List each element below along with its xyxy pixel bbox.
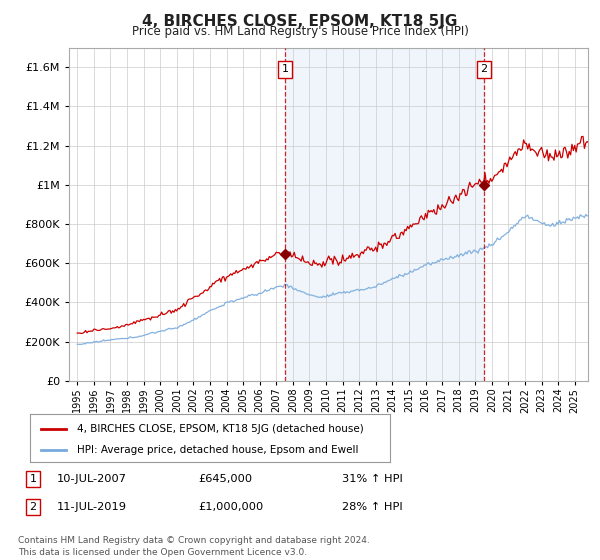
Text: 28% ↑ HPI: 28% ↑ HPI — [342, 502, 403, 512]
Text: 1: 1 — [281, 64, 289, 74]
Text: £645,000: £645,000 — [198, 474, 252, 484]
Text: 1: 1 — [29, 474, 37, 484]
Text: 2: 2 — [29, 502, 37, 512]
Text: Contains HM Land Registry data © Crown copyright and database right 2024.
This d: Contains HM Land Registry data © Crown c… — [18, 536, 370, 557]
Text: 10-JUL-2007: 10-JUL-2007 — [57, 474, 127, 484]
Text: 31% ↑ HPI: 31% ↑ HPI — [342, 474, 403, 484]
Bar — [285, 48, 484, 381]
Text: £1,000,000: £1,000,000 — [198, 502, 263, 512]
Text: Price paid vs. HM Land Registry's House Price Index (HPI): Price paid vs. HM Land Registry's House … — [131, 25, 469, 38]
Text: 4, BIRCHES CLOSE, EPSOM, KT18 5JG: 4, BIRCHES CLOSE, EPSOM, KT18 5JG — [142, 14, 458, 29]
Text: 4, BIRCHES CLOSE, EPSOM, KT18 5JG (detached house): 4, BIRCHES CLOSE, EPSOM, KT18 5JG (detac… — [77, 424, 364, 433]
Text: 2: 2 — [481, 64, 488, 74]
Text: HPI: Average price, detached house, Epsom and Ewell: HPI: Average price, detached house, Epso… — [77, 445, 358, 455]
Text: 11-JUL-2019: 11-JUL-2019 — [57, 502, 127, 512]
